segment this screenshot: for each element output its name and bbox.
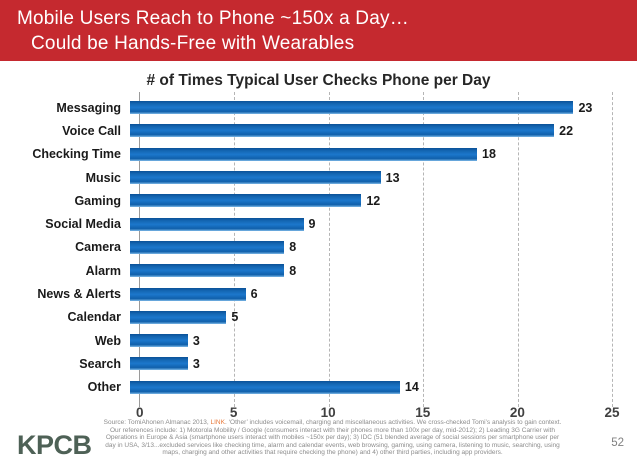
value-label: 23 [578,100,593,115]
axis-tick-label: 5 [229,404,238,420]
source-line-5: maps, charging and other activities that… [162,449,503,457]
bar-track: 13 [130,166,612,189]
category-label: Gaming [74,193,121,208]
source-line-2: Our references include: 1) Motorola Mobi… [110,426,555,434]
bar-track: 22 [130,119,612,142]
value-label: 13 [385,170,400,185]
kpcb-logo: KPCB [17,430,92,460]
value-label: 5 [231,310,239,325]
slide-title-line2: Could be Hands-Free with Wearables [31,32,355,54]
slide-title-banner: Mobile Users Reach to Phone ~150x a Day…… [0,0,637,61]
bar-chart: Messaging 23 Voice Call 22 Checking Time 18 Mu… [0,92,637,425]
bar-row: Alarm 8 [0,259,637,282]
bar-row: Other 14 [0,376,637,399]
axis-tick-label: 0 [135,404,144,420]
bar-track: 3 [130,352,612,375]
bar [130,124,555,138]
axis-tick-label: 15 [415,404,431,420]
value-label: 18 [482,147,496,162]
value-label: 14 [404,380,419,395]
bar-row: Search 3 [0,352,637,375]
category-label: Messaging [56,100,121,115]
axis-tick-label: 25 [604,404,620,420]
bar-row: Checking Time 18 [0,143,637,166]
value-label: 8 [289,263,297,278]
category-label: Alarm [85,263,121,278]
axis-tick-label: 10 [320,404,336,420]
bar [130,101,574,115]
bar [130,334,188,348]
bar-row: Calendar 5 [0,306,637,329]
category-label: Voice Call [62,123,121,138]
bar-track: 5 [130,306,612,329]
bar-track: 18 [130,143,612,166]
bar [130,357,188,371]
category-label: Search [79,356,121,371]
source-text: Source: TomiAhonen Almanac 2013, [103,419,211,426]
bar [130,217,304,231]
bar-row: Voice Call 22 [0,119,637,142]
bar [130,194,362,208]
value-label: 6 [250,287,258,302]
value-label: 3 [192,356,200,371]
source-note: Source: TomiAhonen Almanac 2013, LINK. ‘… [80,419,585,457]
gridline [328,92,330,407]
bar [130,310,227,324]
source-line-4: day in USA, 3/13...excluded services lik… [105,441,560,449]
bar-row: Web 3 [0,329,637,352]
bar-row: Messaging 23 [0,96,637,119]
bar-track: 3 [130,329,612,352]
source-line-3: Operations in Europe & Asia (smartphone … [105,434,560,442]
bar [130,380,400,394]
category-label: Music [85,170,121,185]
bar-track: 8 [130,236,612,259]
source-line-1: Source: TomiAhonen Almanac 2013, LINK. ‘… [80,419,585,427]
gridline [517,92,519,407]
bar-track: 14 [130,376,612,399]
x-axis: 0 5 10 15 20 25 [135,404,620,425]
category-label: Checking Time [32,147,121,162]
bar-track: 12 [130,189,612,212]
bar-track: 6 [130,282,612,305]
slide-title-line1: Mobile Users Reach to Phone ~150x a Day… [17,7,409,29]
category-label: Web [94,333,121,348]
bar-track: 9 [130,212,612,235]
chart-title: # of Times Typical User Checks Phone per… [146,72,491,89]
bar-row: News & Alerts 6 [0,282,637,305]
bar-row: Camera 8 [0,236,637,259]
bar-track: 8 [130,259,612,282]
source-link[interactable]: LINK [210,419,225,426]
value-label: 8 [289,240,297,255]
bar-row: Music 13 [0,166,637,189]
bar-track: 23 [130,96,612,119]
page-number: 52 [611,437,624,449]
value-label: 9 [308,217,316,232]
gridline [423,92,425,407]
plot-area: Messaging 23 Voice Call 22 Checking Time 18 Mu… [0,92,637,407]
bar [130,264,285,278]
category-label: Social Media [45,217,121,232]
gridline [612,92,613,407]
bar-row: Gaming 12 [0,189,637,212]
bar [130,240,285,254]
bar-rows: Messaging 23 Voice Call 22 Checking Time 18 Mu… [0,96,637,399]
category-label: Other [87,380,121,395]
bar-row: Social Media 9 [0,212,637,235]
value-label: 22 [559,123,574,138]
bar [130,171,381,185]
category-label: News & Alerts [37,287,121,302]
value-label: 12 [366,193,381,208]
source-text: . ‘Other’ includes voicemail, charging a… [224,419,562,426]
category-label: Calendar [67,310,122,325]
axis-tick-label: 20 [509,404,525,420]
category-label: Camera [75,240,121,255]
value-label: 3 [192,333,200,348]
bar [130,147,478,161]
bar [130,287,246,301]
